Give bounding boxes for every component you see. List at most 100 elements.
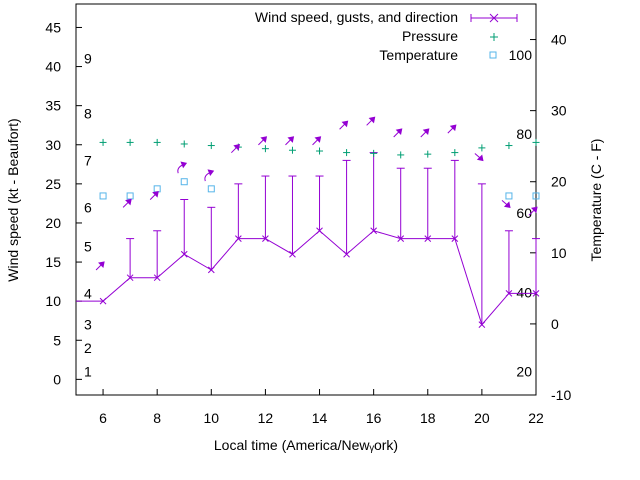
- direction-arrow: [177, 161, 188, 174]
- y2-tick-label: 40: [551, 32, 567, 48]
- direction-arrow: [258, 136, 268, 146]
- wind-speed-point: [180, 250, 188, 258]
- wind-speed-point: [234, 235, 242, 242]
- wind-speed-line: [76, 230, 536, 326]
- direction-arrow: [204, 169, 215, 182]
- wind-speed-series: [76, 227, 540, 328]
- beaufort-label: 7: [84, 152, 92, 168]
- pressure-point: [343, 149, 351, 157]
- x-axis-label: Local time (America/Newᵧork): [214, 437, 398, 453]
- x-tick-label: 20: [474, 410, 490, 426]
- y2-tick-label: 0: [551, 316, 559, 332]
- wind-direction-arrows: [95, 116, 538, 271]
- y-tick-label: 40: [45, 59, 61, 75]
- pressure-point: [180, 140, 188, 148]
- y-tick-label: 35: [45, 98, 61, 114]
- temperature-series: [99, 178, 540, 200]
- y2-axis-ticks: -10 0 10 20 30 40: [530, 32, 571, 403]
- y-tick-label: 5: [53, 332, 61, 348]
- y-tick-label: 30: [45, 137, 61, 153]
- wind-speed-point: [478, 321, 486, 328]
- direction-arrow: [285, 136, 295, 146]
- y-axis-ticks: 0 5 10 15 20 25 30 35 40 45: [45, 19, 82, 387]
- y-tick-label: 25: [45, 176, 61, 192]
- wind-speed-point: [532, 289, 540, 297]
- wind-speed-point: [316, 227, 323, 235]
- temperature-point: [505, 192, 513, 200]
- wind-speed-point: [207, 266, 215, 274]
- wind-speed-point: [397, 235, 405, 242]
- direction-arrow: [339, 120, 349, 130]
- fahrenheit-label: 40: [516, 285, 532, 301]
- beaufort-label: 1: [84, 364, 92, 380]
- pressure-point: [153, 138, 161, 146]
- legend-wind-swatch: [470, 13, 518, 23]
- beaufort-label: 3: [84, 317, 92, 333]
- wind-speed-point: [126, 274, 134, 282]
- direction-arrow: [230, 144, 240, 154]
- wind-speed-point: [505, 289, 513, 297]
- pressure-point: [261, 145, 269, 153]
- temperature-point: [180, 178, 188, 186]
- y-tick-label: 10: [45, 293, 61, 309]
- gust-bars: [126, 152, 540, 325]
- direction-arrow: [312, 136, 322, 146]
- pressure-point: [532, 138, 540, 146]
- direction-arrow: [393, 128, 403, 138]
- direction-arrow: [501, 200, 511, 209]
- wind-speed-point: [153, 274, 161, 282]
- y-tick-label: 45: [45, 19, 61, 35]
- x-tick-label: 8: [153, 410, 161, 426]
- temperature-point: [207, 185, 215, 193]
- pressure-point: [397, 151, 405, 159]
- direction-arrow: [95, 261, 105, 271]
- legend-pressure-swatch: [490, 33, 498, 41]
- beaufort-label: 6: [84, 199, 92, 215]
- wind-speed-point: [451, 235, 459, 242]
- x-tick-label: 18: [420, 410, 436, 426]
- x-tick-label: 22: [528, 410, 544, 426]
- y2-tick-label: 10: [551, 245, 567, 261]
- pressure-point: [207, 142, 215, 150]
- x-tick-label: 6: [99, 410, 107, 426]
- pressure-point: [370, 149, 378, 157]
- pressure-point: [478, 144, 486, 152]
- y-tick-label: 20: [45, 215, 61, 231]
- wind-speed-point: [262, 235, 269, 242]
- direction-arrow: [528, 206, 538, 216]
- wind-speed-point: [370, 227, 378, 235]
- beaufort-label: 8: [84, 105, 92, 121]
- temperature-point: [99, 192, 107, 200]
- temperature-point: [153, 185, 161, 193]
- direction-arrow: [149, 190, 159, 200]
- y2-tick-label: 30: [551, 103, 567, 119]
- y-axis-label: Wind speed (kt - Beaufort): [5, 118, 21, 281]
- legend: Wind speed, gusts, and direction Pressur…: [255, 9, 518, 63]
- pressure-point: [126, 138, 134, 146]
- direction-arrow: [420, 128, 430, 138]
- wind-speed-point: [424, 235, 432, 242]
- fahrenheit-label: 80: [516, 126, 532, 142]
- pressure-point: [424, 150, 432, 158]
- temperature-point: [532, 192, 540, 200]
- pressure-point: [505, 142, 513, 150]
- beaufort-label: 5: [84, 238, 92, 254]
- legend-temperature-swatch: [489, 51, 497, 59]
- direction-arrow: [366, 116, 376, 126]
- x-tick-label: 14: [312, 410, 328, 426]
- fahrenheit-label: 60: [516, 205, 532, 221]
- beaufort-label: 4: [84, 285, 92, 301]
- x-tick-label: 12: [258, 410, 274, 426]
- pressure-point: [451, 149, 459, 157]
- x-tick-label: 16: [366, 410, 382, 426]
- fahrenheit-label: 100: [509, 47, 533, 63]
- pressure-point: [288, 146, 296, 154]
- beaufort-scale-labels: 1 2 3 4 5 6 7 8 9: [84, 51, 92, 380]
- legend-wind-label: Wind speed, gusts, and direction: [255, 9, 458, 25]
- wind-speed-point: [99, 297, 107, 305]
- x-axis-ticks: 6 8 10 12 14 16 18 20 22: [99, 389, 544, 426]
- pressure-point: [99, 138, 107, 146]
- y2-tick-label: -10: [551, 387, 571, 403]
- legend-pressure-label: Pressure: [402, 28, 458, 44]
